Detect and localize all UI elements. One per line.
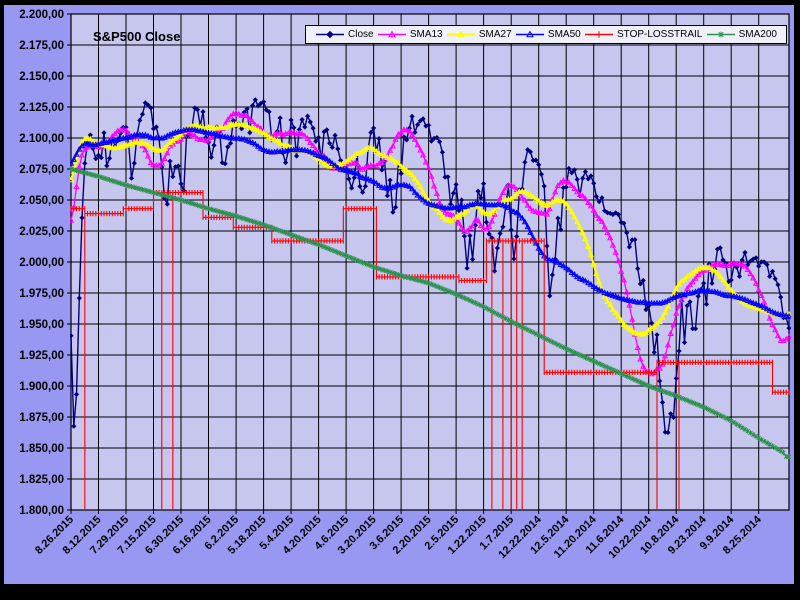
legend-item-sma200: SMA200	[706, 29, 777, 40]
y-axis-label: 1.925,00	[19, 350, 64, 362]
series-layer	[70, 97, 791, 510]
legend-item-sma27: SMA27	[446, 29, 512, 40]
y-axis-label: 1.850,00	[19, 443, 64, 455]
legend-label: SMA27	[478, 28, 512, 40]
y-axis-label: 2.050,00	[19, 195, 64, 207]
y-axis-label: 2.025,00	[19, 226, 64, 238]
y-axis-label: 2.200,00	[19, 9, 64, 21]
y-axis-label: 2.000,00	[19, 257, 64, 269]
legend-marker-diamond-icon	[316, 30, 344, 39]
legend-label: SMA200	[738, 28, 777, 40]
y-axis-label: 2.075,00	[19, 164, 64, 176]
y-axis-labels: 2.200,00 2.175,00 2.150,00 2.125,00 2.100,00…	[19, 9, 64, 517]
y-axis-label: 1.975,00	[19, 288, 64, 300]
gridlines	[67, 13, 790, 514]
legend-label: SMA50	[547, 28, 581, 40]
y-axis-label: 1.875,00	[19, 412, 64, 424]
chart-title: S&P500 Close	[93, 29, 181, 44]
legend-label: Close	[348, 28, 374, 40]
legend-item-sma13: SMA13	[377, 29, 443, 40]
legend-item-sma50: SMA50	[515, 29, 581, 40]
legend-marker-star-icon	[706, 31, 735, 38]
y-axis-label: 1.950,00	[19, 319, 64, 331]
legend-marker-plus-icon	[584, 31, 613, 38]
y-axis-label: 1.825,00	[19, 474, 64, 486]
legend-marker-triangle-icon	[377, 30, 406, 38]
series-sma50	[70, 126, 791, 319]
y-axis-label: 2.125,00	[19, 102, 64, 114]
y-axis-label: 2.100,00	[19, 133, 64, 145]
legend-label: STOP-LOSSTRAIL	[616, 28, 703, 40]
series-sma13	[70, 109, 791, 377]
legend-item-close: Close	[315, 29, 374, 40]
legend-box: Close SMA13 SMA27 SMA50 STOP-LOSSTRAIL SMA200	[305, 25, 787, 44]
series-sma200	[70, 166, 791, 460]
y-axis-label: 2.150,00	[19, 71, 64, 83]
y-axis-label: 1.800,00	[19, 505, 64, 517]
legend-marker-triangle-icon	[515, 30, 544, 38]
y-axis-label: 1.900,00	[19, 381, 64, 393]
legend-marker-triangle-icon	[446, 30, 475, 38]
legend-label: SMA13	[409, 28, 443, 40]
legend-item-stop-losstrail: STOP-LOSSTRAIL	[584, 29, 702, 40]
y-axis-label: 2.175,00	[19, 40, 64, 52]
